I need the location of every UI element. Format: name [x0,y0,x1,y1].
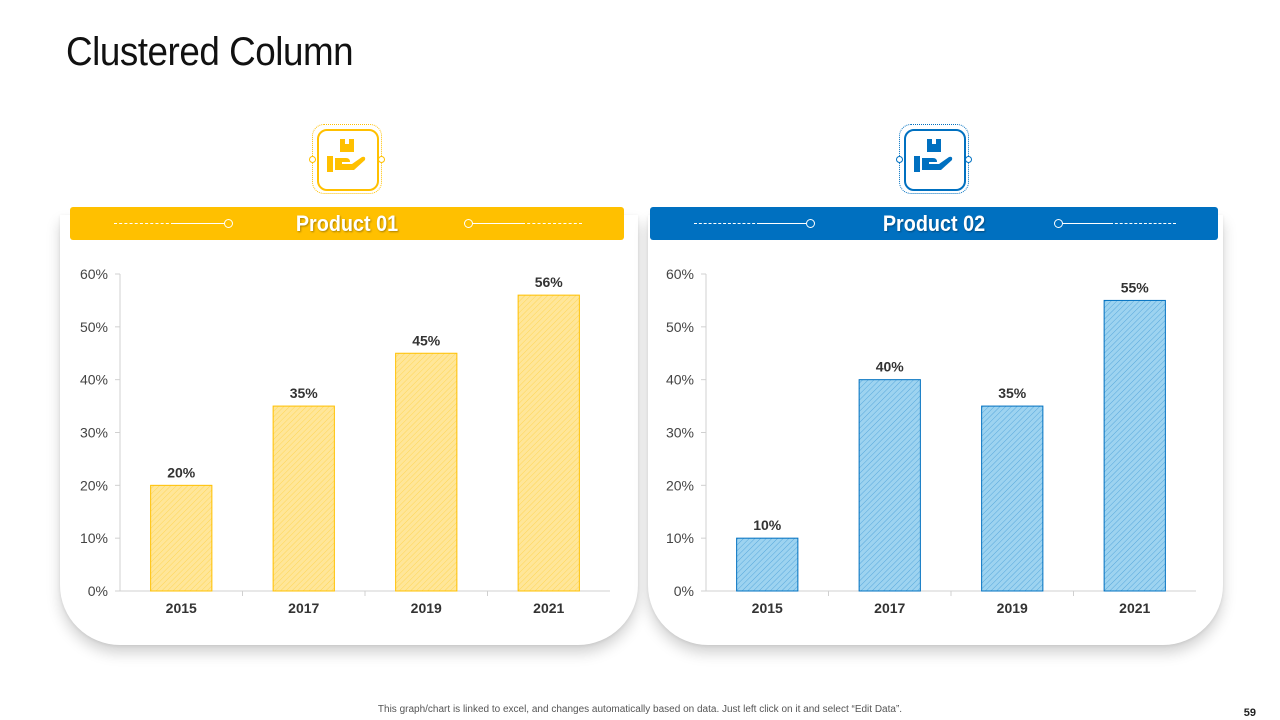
y-tick-label: 50% [666,319,694,335]
y-tick-label: 40% [80,372,108,388]
y-tick-label: 50% [80,319,108,335]
x-tick-label: 2019 [997,600,1028,616]
y-tick-label: 20% [666,477,694,493]
y-tick-label: 30% [80,425,108,441]
data-label-2021: 55% [1121,279,1150,295]
data-label-2017: 40% [876,359,905,375]
x-tick-label: 2019 [411,600,442,616]
bar-2017 [272,405,335,592]
bar-2021 [1103,299,1166,592]
banner-decoration-right [464,219,584,228]
data-label-2015: 20% [167,464,196,480]
banner-decoration-right [1054,219,1178,228]
y-tick-label: 0% [88,583,108,599]
bar-2017 [858,379,921,592]
data-label-2019: 35% [998,385,1027,401]
product-02-icon-frame [896,124,972,194]
y-tick-label: 60% [80,266,108,282]
product-01-chart: 0% 10% 20% 30% 40% 50% 60% 20% 2015 35% 2017 45% 201… [80,266,610,616]
data-label-2017: 35% [290,385,319,401]
hand-holding-box-icon [914,139,953,172]
page-number: 59 [1243,707,1256,719]
footer-note: This graph/chart is linked to excel, and… [377,704,903,715]
data-label-2021: 56% [535,274,564,290]
bar-2019 [395,352,458,592]
banner-decoration-left [114,219,233,228]
product-01-banner: Product 01 [70,207,624,240]
y-tick-label: 10% [80,530,108,546]
bar-2019 [981,405,1044,592]
slide-title: Clustered Column [66,30,354,74]
x-tick-label: 2021 [1119,600,1150,616]
y-tick-label: 0% [674,583,694,599]
hand-holding-box-icon [327,139,366,172]
data-label-2019: 45% [412,332,441,348]
y-tick-label: 20% [80,477,108,493]
bar-2021 [517,294,580,592]
x-tick-label: 2017 [874,600,905,616]
bar-2015 [736,537,799,592]
bar-2015 [150,484,213,592]
product-02-chart: 0% 10% 20% 30% 40% 50% 60% 10% 2015 40% 2017 35% 201… [666,266,1196,616]
x-tick-label: 2017 [288,600,319,616]
banner-decoration-left [694,219,815,228]
y-tick-label: 30% [666,425,694,441]
y-tick-label: 10% [666,530,694,546]
product-01-title: Product 01 [295,211,399,236]
x-tick-label: 2015 [166,600,197,616]
y-tick-label: 40% [666,372,694,388]
product-02-title: Product 02 [882,211,986,236]
x-tick-label: 2021 [533,600,564,616]
x-tick-label: 2015 [752,600,783,616]
product-01-icon-frame [309,124,385,194]
data-label-2015: 10% [753,517,782,533]
y-tick-label: 60% [666,266,694,282]
product-02-banner: Product 02 [650,207,1218,240]
